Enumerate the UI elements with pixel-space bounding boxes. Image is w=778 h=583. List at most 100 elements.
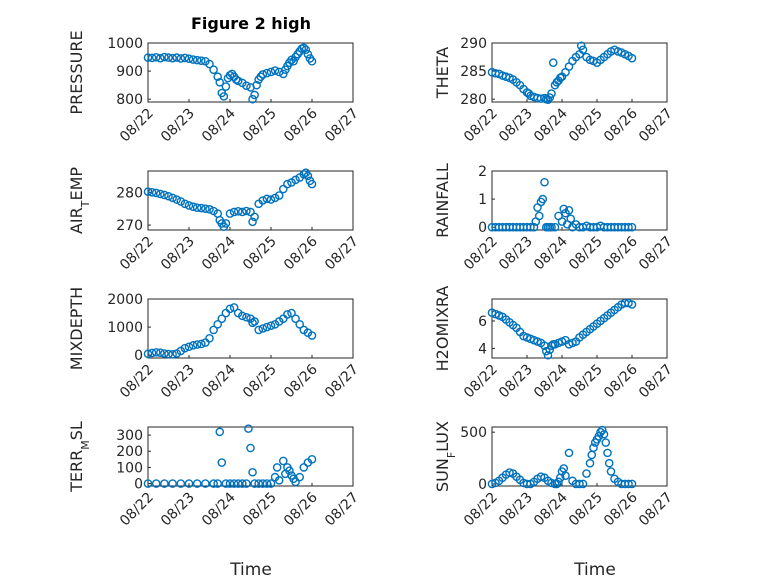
x-tick-label: 08/27 — [322, 106, 362, 146]
figure-title: Figure 2 high — [191, 14, 311, 33]
x-tick-label: 08/25 — [240, 234, 280, 274]
y-tick-label: 280 — [116, 185, 143, 201]
data-point — [307, 331, 317, 340]
axis-box — [147, 42, 354, 103]
x-tick-label: 08/22 — [461, 106, 501, 146]
data-point — [274, 191, 284, 200]
data-point — [196, 339, 206, 349]
x-tick-label: 08/23 — [496, 490, 536, 530]
y-tick-label: 800 — [116, 92, 143, 108]
data-point — [209, 65, 218, 74]
data-point — [270, 66, 280, 75]
data-point — [242, 479, 251, 488]
data-point — [209, 325, 218, 335]
data-point — [250, 212, 259, 222]
data-point — [283, 310, 292, 319]
x-axis-label-right: Time — [573, 560, 616, 580]
y-tick-label: 290 — [460, 36, 487, 52]
x-tick-label: 08/23 — [496, 362, 536, 402]
x-tick-label: 08/23 — [496, 234, 536, 274]
data-point — [597, 425, 607, 435]
data-point — [258, 479, 268, 488]
data-point — [529, 222, 539, 232]
data-point — [233, 207, 243, 216]
data-point — [599, 429, 609, 439]
data-point — [303, 171, 313, 181]
data-point — [299, 169, 309, 179]
data-point — [164, 349, 173, 359]
data-point — [180, 199, 190, 209]
x-tick-label: 08/25 — [566, 362, 606, 402]
data-point — [262, 68, 272, 78]
data-point — [258, 196, 268, 205]
y-tick-label: 300 — [116, 428, 143, 444]
data-point — [244, 424, 253, 433]
data-point — [233, 76, 243, 86]
data-point — [176, 197, 186, 206]
x-tick-label: 08/22 — [117, 106, 157, 146]
y-tick-label: 900 — [116, 64, 143, 80]
y-axis-label: SUNFLUX — [433, 421, 458, 492]
data-point — [299, 43, 309, 53]
y-tick-label: 0 — [478, 477, 487, 493]
data-point — [151, 479, 161, 488]
data-point — [233, 479, 243, 488]
x-tick-label: 08/25 — [566, 234, 606, 274]
data-point — [143, 349, 153, 359]
data-point — [585, 458, 595, 468]
data-point — [295, 319, 305, 329]
data-point — [151, 53, 161, 62]
data-point — [303, 49, 313, 59]
y-axis-label: THETA — [433, 47, 452, 99]
data-point — [254, 325, 264, 335]
x-tick-label: 08/24 — [531, 233, 571, 273]
x-tick-label: 08/25 — [566, 490, 606, 530]
data-point — [248, 94, 257, 104]
data-point — [545, 93, 555, 102]
y-tick-label: 285 — [460, 64, 487, 80]
data-point — [237, 479, 247, 488]
x-tick-label: 08/22 — [461, 234, 501, 274]
data-point — [176, 479, 186, 488]
data-point — [559, 204, 569, 214]
data-point — [242, 81, 251, 91]
data-point — [536, 472, 546, 481]
data-point — [168, 193, 177, 203]
data-point — [627, 300, 637, 309]
data-point — [229, 479, 239, 488]
data-point — [168, 350, 177, 359]
data-point — [160, 479, 169, 488]
data-point — [578, 45, 588, 55]
data-point — [278, 69, 288, 79]
x-tick-label: 08/24 — [199, 361, 239, 401]
x-tick-label: 08/24 — [531, 105, 571, 145]
data-point — [627, 53, 637, 63]
data-point — [262, 322, 272, 332]
data-point — [176, 54, 186, 63]
data-point — [487, 479, 497, 489]
data-point — [164, 53, 173, 62]
data-point — [155, 348, 165, 357]
x-tick-label: 08/22 — [461, 490, 501, 530]
data-point — [266, 479, 276, 488]
data-point — [151, 188, 161, 198]
y-tick-label: 6 — [478, 314, 487, 330]
y-axis-label: MIXDEPTH — [67, 287, 86, 370]
data-point — [561, 471, 570, 480]
subplot-air-temp: 270 280 08/22 08/23 08/24 08/25 08/26 08/27 AIRT… — [67, 167, 362, 274]
data-point — [254, 479, 264, 488]
x-tick-label: 08/24 — [199, 105, 239, 145]
data-point — [576, 41, 586, 51]
data-point — [578, 479, 588, 489]
data-point — [219, 92, 229, 101]
axis-box — [147, 298, 354, 359]
data-point — [209, 479, 218, 488]
data-point — [215, 427, 225, 437]
data-point — [147, 53, 157, 63]
data-point — [180, 343, 190, 353]
data-point — [307, 179, 317, 189]
x-tick-label: 08/23 — [158, 362, 198, 402]
data-point — [192, 55, 202, 65]
